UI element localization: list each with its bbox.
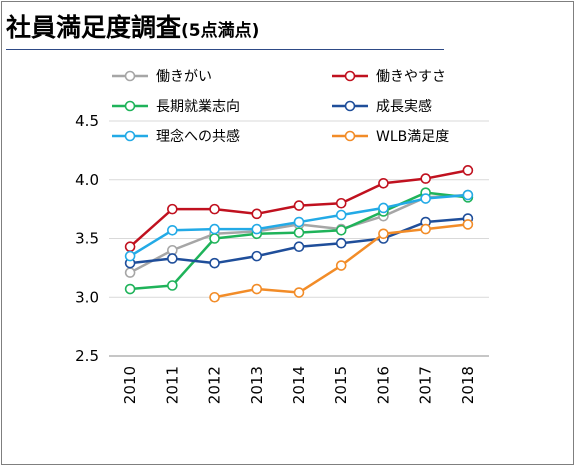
data-point [335,224,347,236]
data-point [378,228,389,240]
legend-label: 働きやすさ [376,69,446,85]
x-tick-label: 2015 [332,366,350,404]
legend-item: 成長実感 [332,98,432,115]
x-tick-label: 2016 [374,366,392,404]
data-point [209,233,220,244]
data-point [209,257,220,269]
series-1 [124,165,474,253]
legend-swatch-marker [344,130,356,142]
data-point [124,267,136,278]
x-tick-label: 2017 [417,366,435,404]
data-point [420,193,431,204]
legend-label: 長期就業志向 [156,99,240,115]
data-point [335,197,347,209]
x-tick-label: 2013 [248,366,266,404]
legend-item: 働きがい [112,69,212,85]
data-point [335,209,347,221]
data-point [293,216,305,228]
data-point [167,280,178,291]
axes: 2.5 3.0 3.5 4.0 4.5 2010 2011 2012 2013 2014 2015 2… [75,112,489,404]
gridlines [109,120,489,357]
data-point [293,200,305,211]
series-5 [209,219,474,303]
legend-swatch-marker [124,100,136,112]
y-tick-label: 3.5 [75,230,99,248]
legend-item: 長期就業志向 [112,99,240,115]
data-point [420,223,431,235]
data-point [167,224,178,236]
data-point [335,237,347,249]
legend-swatch-marker [344,100,356,112]
legend-swatch-marker [124,130,136,142]
legend-label: 働きがい [156,69,212,85]
legend-swatch-marker [344,70,356,82]
x-tick-label: 2010 [121,366,139,404]
y-tick-label: 4.0 [75,171,99,189]
x-tick-label: 2018 [459,366,477,404]
data-point [293,287,305,298]
chart-title: 社員満足度調査(5点満点) [6,8,259,44]
data-point [124,250,136,262]
series [124,165,474,303]
data-point [209,223,220,235]
y-tick-label: 4.5 [75,112,99,130]
data-point [335,260,347,271]
legend-item: 働きやすさ [332,69,446,85]
y-tick-label: 3.0 [75,288,99,306]
data-point [124,241,136,253]
data-point [462,165,474,176]
data-point [251,250,263,262]
legend-swatch-marker [124,70,136,82]
data-point [378,202,389,214]
series-4 [124,189,474,262]
data-point [462,189,474,201]
legend-label: 成長実感 [376,98,432,115]
data-point [251,283,263,295]
data-point [209,203,220,215]
data-point [462,219,474,230]
data-point [251,208,263,220]
data-point [167,253,178,264]
title-main: 社員満足度調査 [6,13,182,42]
data-point [293,241,305,253]
data-point [209,291,220,303]
legend-item: WLB満足度 [332,129,449,145]
legend-label: 理念への共感 [156,128,240,145]
data-point [420,173,431,184]
x-tick-label: 2011 [163,366,181,404]
data-point [124,283,136,295]
x-tick-label: 2012 [206,366,224,404]
title-underline [6,49,444,50]
legend-label: WLB満足度 [376,129,449,145]
y-tick-label: 2.5 [75,347,99,365]
data-point [378,177,389,189]
title-subtitle: (5点満点) [181,21,260,41]
legend-item: 理念への共感 [112,128,240,145]
x-tick-label: 2014 [290,366,308,404]
data-point [251,223,263,235]
data-point [293,227,305,238]
data-point [167,203,178,215]
